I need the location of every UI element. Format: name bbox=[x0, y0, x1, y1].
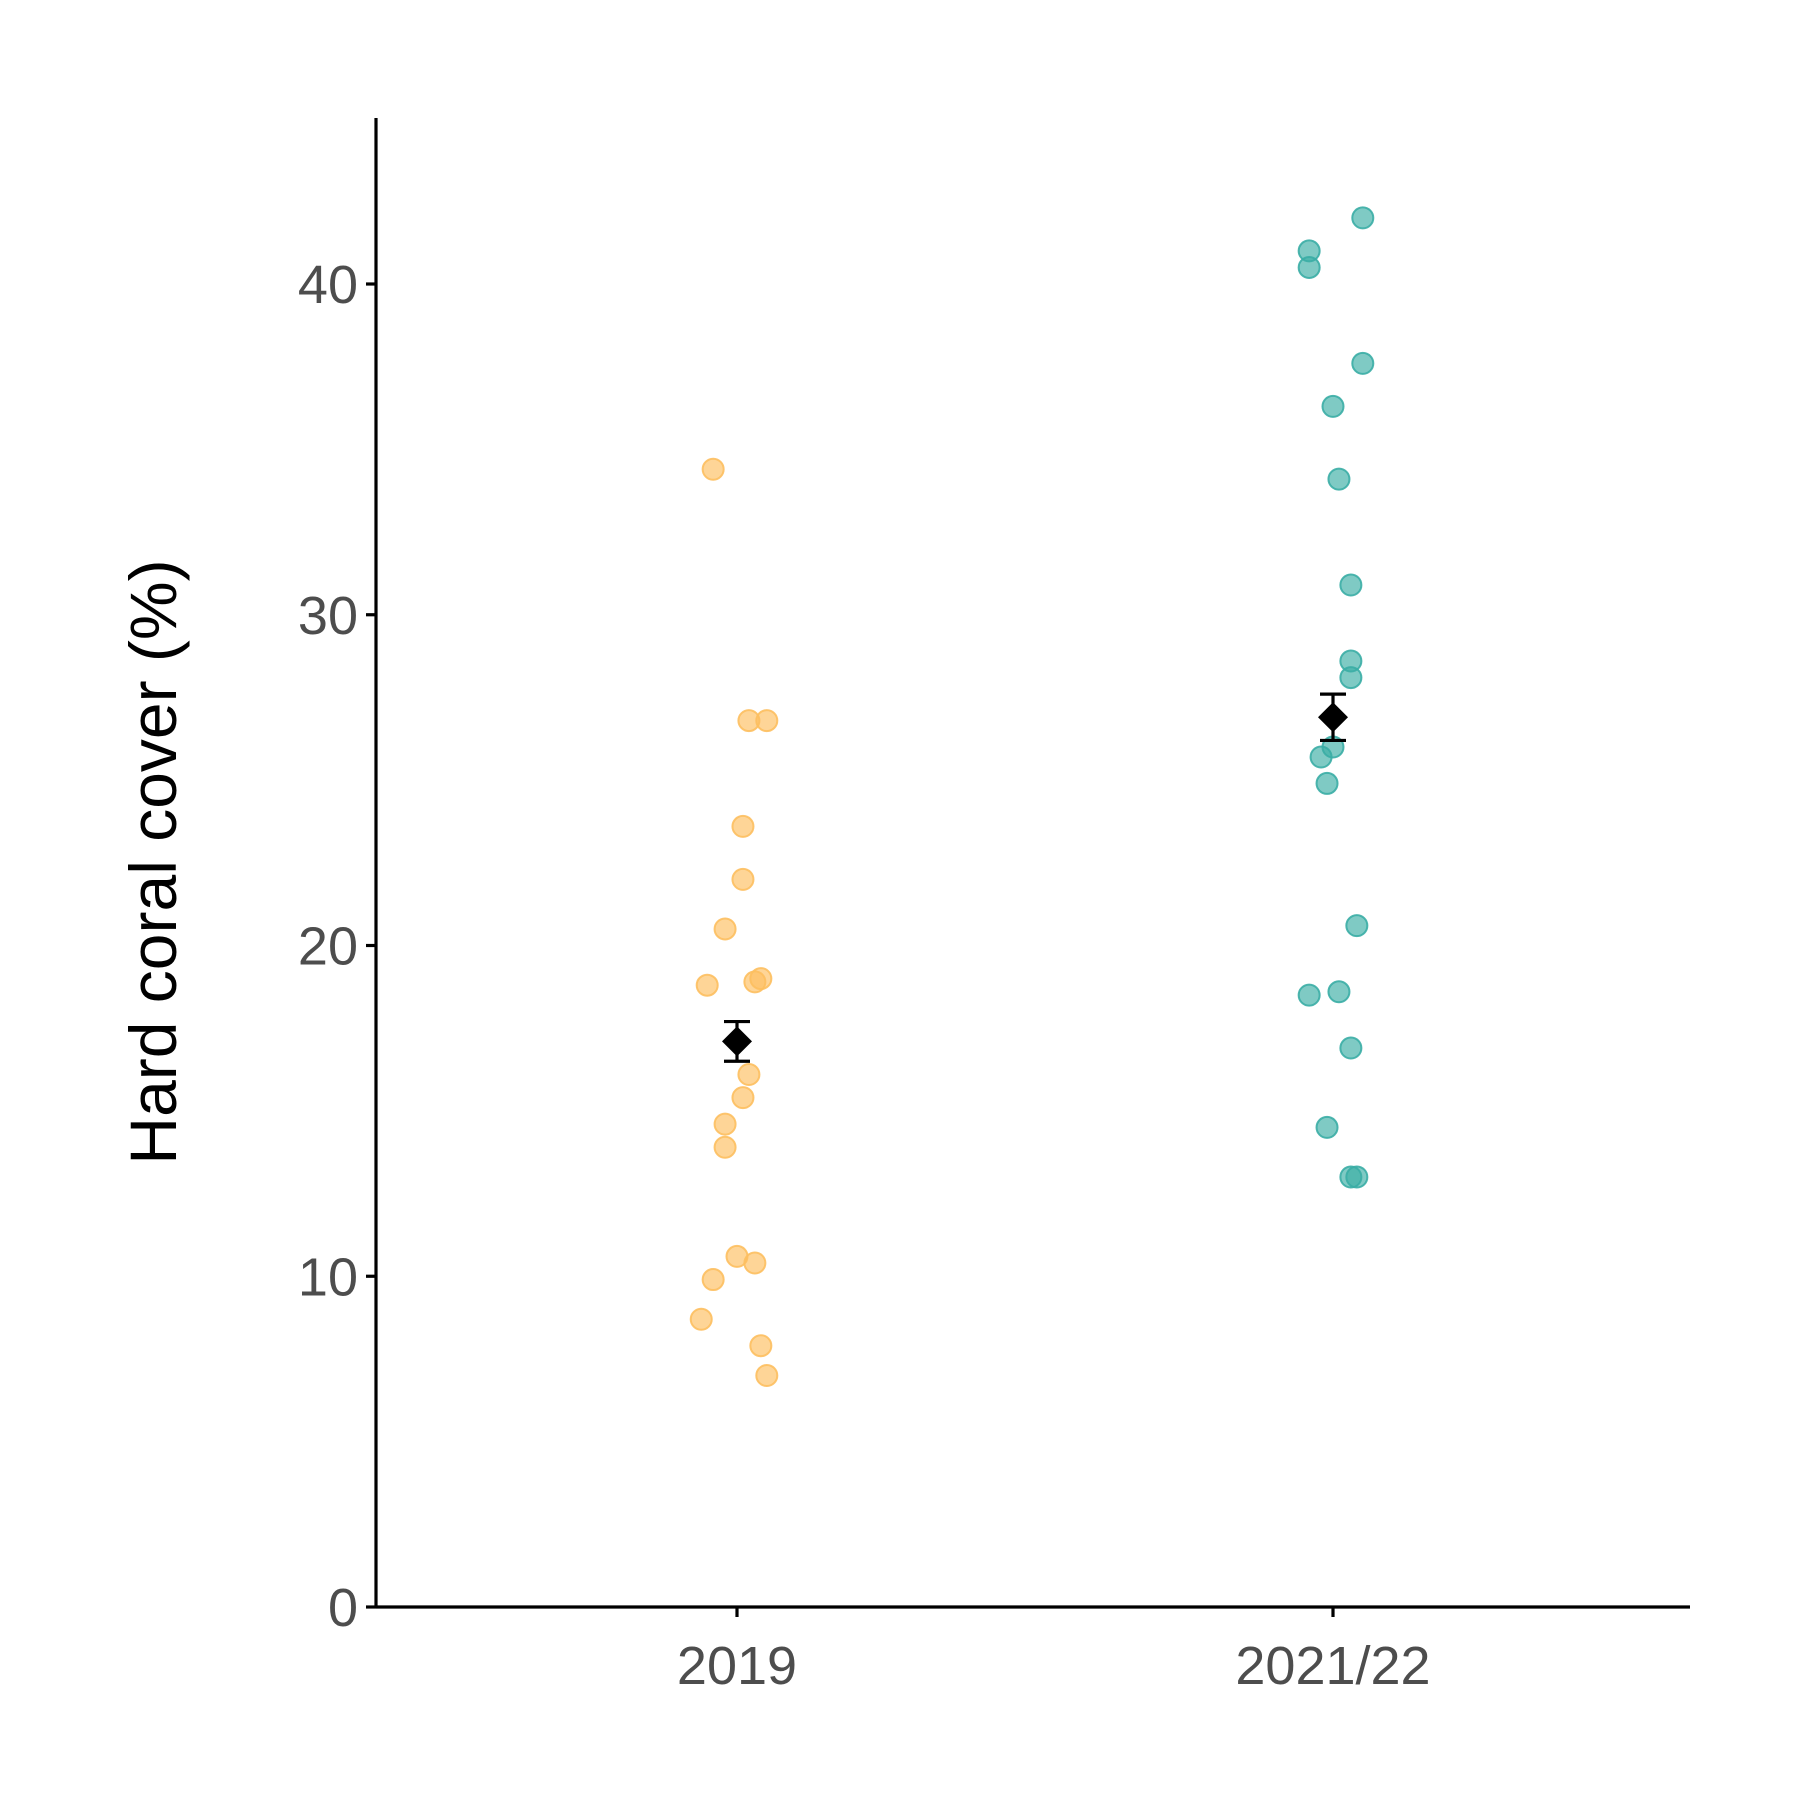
points-layer bbox=[689, 206, 1375, 1387]
data-point bbox=[743, 1251, 767, 1275]
data-point bbox=[749, 1334, 773, 1358]
data-point bbox=[1345, 914, 1369, 938]
data-point bbox=[713, 1112, 737, 1136]
mean-marker bbox=[1318, 702, 1348, 733]
data-point bbox=[713, 1135, 737, 1159]
data-point bbox=[1297, 255, 1321, 279]
data-point bbox=[737, 1062, 761, 1086]
y-tick-label: 20 bbox=[298, 917, 358, 977]
data-point bbox=[701, 457, 725, 481]
data-point bbox=[1321, 394, 1345, 418]
data-point bbox=[755, 709, 779, 733]
data-point bbox=[1345, 1165, 1369, 1189]
data-point bbox=[731, 1086, 755, 1110]
data-point bbox=[1351, 351, 1375, 375]
data-point bbox=[749, 967, 773, 991]
mean-marker bbox=[722, 1026, 752, 1057]
y-tick-label: 0 bbox=[328, 1578, 358, 1638]
data-point bbox=[1339, 666, 1363, 690]
data-point bbox=[1339, 573, 1363, 597]
y-tick-label: 40 bbox=[298, 255, 358, 315]
y-tick-label: 10 bbox=[298, 1247, 358, 1307]
data-point bbox=[1315, 771, 1339, 795]
y-tick-label: 30 bbox=[298, 586, 358, 646]
y-axis-title: Hard coral cover (%) bbox=[116, 559, 190, 1164]
data-point bbox=[1327, 980, 1351, 1004]
data-point bbox=[689, 1307, 713, 1331]
data-point bbox=[755, 1363, 779, 1387]
data-point bbox=[1327, 467, 1351, 491]
axes-layer bbox=[374, 118, 1690, 1609]
data-point bbox=[1351, 206, 1375, 230]
ticks-layer: 0 10 20 30 40 2019 2021/22 bbox=[298, 255, 1431, 1696]
data-point bbox=[1309, 745, 1333, 769]
x-tick-label: 2021/22 bbox=[1235, 1636, 1430, 1696]
x-tick-label: 2019 bbox=[677, 1636, 797, 1696]
data-point bbox=[1297, 983, 1321, 1007]
data-point bbox=[695, 973, 719, 997]
data-point bbox=[713, 917, 737, 941]
means-layer bbox=[722, 692, 1348, 1063]
data-point bbox=[731, 814, 755, 838]
data-point bbox=[701, 1268, 725, 1292]
data-point bbox=[1315, 1115, 1339, 1139]
data-point bbox=[1339, 1036, 1363, 1060]
data-point bbox=[731, 867, 755, 891]
